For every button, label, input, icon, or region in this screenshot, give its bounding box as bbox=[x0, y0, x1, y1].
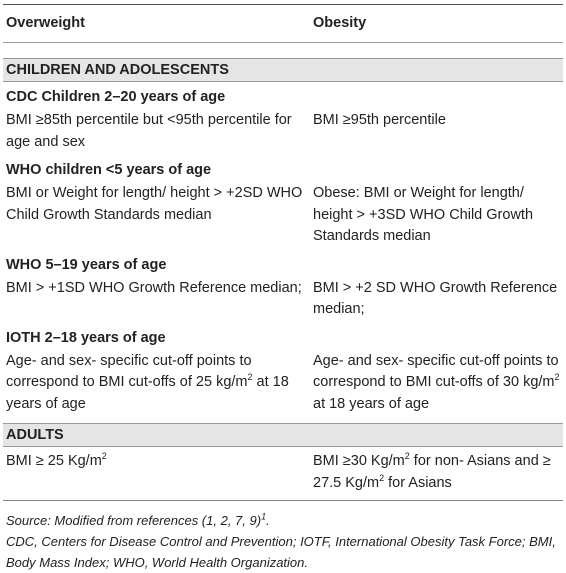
footnote: CDC, Centers for Disease Control and Pre… bbox=[6, 531, 560, 573]
text: at 18 years of age bbox=[6, 374, 289, 412]
superscript: 1 bbox=[261, 511, 267, 522]
table-row: BMI or Weight for length/ height > +2SD … bbox=[3, 183, 563, 250]
superscript: 2 bbox=[247, 372, 253, 383]
table-cell: BMI ≥95th percentile bbox=[313, 110, 563, 153]
group-title: WHO children <5 years of age bbox=[6, 162, 212, 178]
table: Overweight Obesity CHILDREN AND ADOLESCENT… bbox=[3, 4, 563, 501]
table-row: BMI > +1SD WHO Growth Reference median; B… bbox=[3, 278, 563, 323]
superscript: 2 bbox=[101, 451, 107, 462]
text: at 18 years of age bbox=[313, 395, 430, 412]
text: Age- and sex- specific cut-off points to… bbox=[6, 352, 252, 391]
text: . bbox=[266, 513, 270, 528]
section-band: CHILDREN AND ADOLESCENTS bbox=[3, 58, 563, 82]
text: BMI or Weight for length/ height > +2SD … bbox=[6, 185, 303, 223]
text: for Asians bbox=[384, 474, 452, 491]
text: Source: Modified from references (1, 2, … bbox=[6, 513, 262, 528]
table-cell: BMI or Weight for length/ height > +2SD … bbox=[3, 183, 313, 248]
table-row: Age- and sex- specific cut-off points to… bbox=[3, 351, 563, 418]
text: BMI ≥ 25 Kg/m bbox=[6, 453, 102, 469]
table-cell: BMI ≥30 Kg/m2 for non- Asians and ≥ 27.5… bbox=[313, 451, 563, 494]
footnote: Source: Modified from references (1, 2, … bbox=[6, 510, 560, 531]
table-cell: BMI ≥ 25 Kg/m2 bbox=[3, 451, 313, 494]
superscript: 2 bbox=[554, 372, 560, 383]
section-band: ADULTS bbox=[3, 423, 563, 447]
table-row: BMI ≥85th percentile but <95th percentil… bbox=[3, 110, 563, 155]
text: BMI ≥30 Kg/m bbox=[313, 453, 405, 469]
group-title: WHO 5–19 years of age bbox=[6, 256, 167, 273]
table-cell: Obese: BMI or Weight for length/ height … bbox=[313, 183, 563, 248]
text: Obese: BMI or Weight for length/ height … bbox=[313, 185, 534, 244]
footnotes: Source: Modified from references (1, 2, … bbox=[3, 501, 563, 573]
table-row: BMI ≥ 25 Kg/m2 BMI ≥30 Kg/m2 for non- Asi… bbox=[3, 447, 563, 500]
group-title: CDC Children 2–20 years of age bbox=[6, 89, 226, 105]
table-cell: BMI > +1SD WHO Growth Reference median; bbox=[3, 278, 313, 321]
superscript: 2 bbox=[379, 472, 385, 483]
group-title: IOTH 2–18 years of age bbox=[6, 329, 166, 346]
text: CDC, Centers for Disease Control and Pre… bbox=[6, 534, 556, 570]
text: BMI ≥95th percentile bbox=[313, 112, 446, 128]
table-cell: BMI ≥85th percentile but <95th percentil… bbox=[3, 110, 313, 153]
text: Age- and sex- specific cut-off points to… bbox=[313, 352, 559, 391]
table-cell: BMI > +2 SD WHO Growth Reference median; bbox=[313, 278, 563, 321]
document: Overweight Obesity CHILDREN AND ADOLESCENT… bbox=[3, 0, 563, 573]
table-cell: Age- and sex- specific cut-off points to… bbox=[313, 351, 563, 416]
superscript: 2 bbox=[404, 451, 410, 462]
text: for non- Asians and ≥ 27.5 Kg/m bbox=[313, 453, 551, 491]
header-cell: Overweight bbox=[6, 15, 85, 31]
header-row: Overweight Obesity bbox=[3, 5, 563, 43]
text: BMI ≥85th percentile but <95th percentil… bbox=[6, 112, 292, 150]
text: BMI > +2 SD WHO Growth Reference median; bbox=[313, 279, 558, 318]
table-cell: Age- and sex- specific cut-off points to… bbox=[3, 351, 313, 416]
header-cell: Obesity bbox=[313, 15, 367, 31]
text: BMI > +1SD WHO Growth Reference median; bbox=[6, 279, 302, 296]
